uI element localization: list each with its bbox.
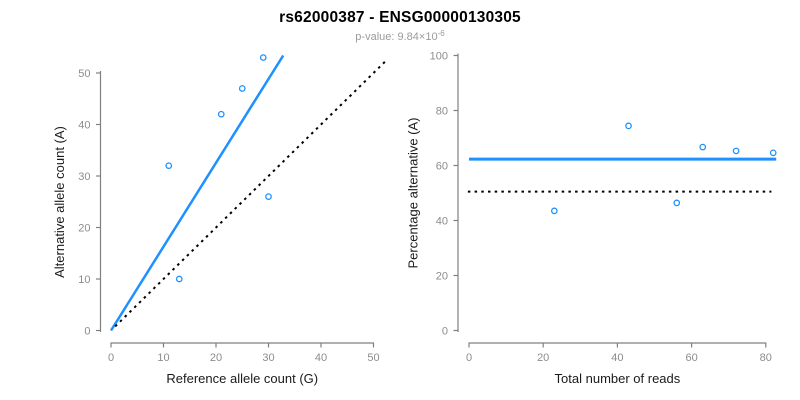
y-tick-label: 50 — [78, 68, 90, 80]
y-tick-label: 30 — [78, 171, 90, 183]
data-point — [165, 162, 173, 170]
data-point — [699, 143, 707, 151]
y-tick-label: 60 — [436, 160, 448, 172]
x-tick-label: 40 — [611, 352, 623, 364]
x-tick-label: 0 — [108, 352, 114, 364]
y-tick-label: 20 — [436, 270, 448, 282]
x-tick-label: 10 — [157, 352, 169, 364]
x-tick-label: 30 — [262, 352, 274, 364]
pvalue-exponent: -6 — [437, 29, 445, 38]
y-tick-label: 10 — [78, 274, 90, 286]
data-point — [732, 147, 740, 155]
x-tick-label: 0 — [466, 352, 472, 364]
figure-title: rs62000387 - ENSG00000130305 — [279, 9, 521, 26]
y-tick-label: 0 — [442, 325, 448, 337]
y-axis-title: Percentage alternative (A) — [406, 117, 421, 268]
x-axis-title: Reference allele count (G) — [166, 371, 318, 386]
x-tick-label: 60 — [685, 352, 697, 364]
data-point — [259, 54, 267, 61]
x-tick-label: 50 — [367, 352, 379, 364]
identity-line — [114, 58, 388, 328]
fit-line — [109, 54, 285, 332]
x-tick-label: 80 — [760, 352, 772, 364]
y-tick-label: 0 — [84, 325, 90, 337]
data-point — [550, 207, 558, 215]
data-point — [217, 110, 225, 118]
data-point — [673, 199, 681, 207]
y-tick-label: 80 — [436, 105, 448, 117]
x-tick-label: 20 — [210, 352, 222, 364]
data-point — [265, 193, 272, 200]
pvalue-text: p-value: 9.84×10 — [355, 31, 438, 43]
x-tick-label: 40 — [315, 352, 327, 364]
data-point — [625, 122, 632, 130]
y-tick-label: 20 — [78, 222, 90, 234]
x-tick-label: 20 — [537, 352, 549, 364]
y-tick-label: 40 — [78, 119, 90, 131]
y-tick-label: 40 — [436, 215, 448, 227]
scatter-plot-percentage-alternative: 0 20 40 60 80 0 20 40 60 80 100 Total number of rea… — [406, 50, 777, 386]
data-point — [238, 85, 246, 92]
scatter-plot-allele-counts: 0 10 20 30 40 50 0 10 20 30 40 50 Reference allele c… — [52, 54, 388, 386]
figure-header: rs62000387 - ENSG00000130305 p-value: 9.… — [0, 0, 800, 43]
figure-subtitle: p-value: 9.84×10-6 — [0, 29, 800, 43]
y-axis-title: Alternative allele count (A) — [52, 126, 67, 278]
x-axis-title: Total number of reads — [555, 371, 681, 386]
y-tick-label: 100 — [430, 50, 448, 62]
data-point — [175, 275, 183, 283]
data-point — [769, 149, 777, 157]
